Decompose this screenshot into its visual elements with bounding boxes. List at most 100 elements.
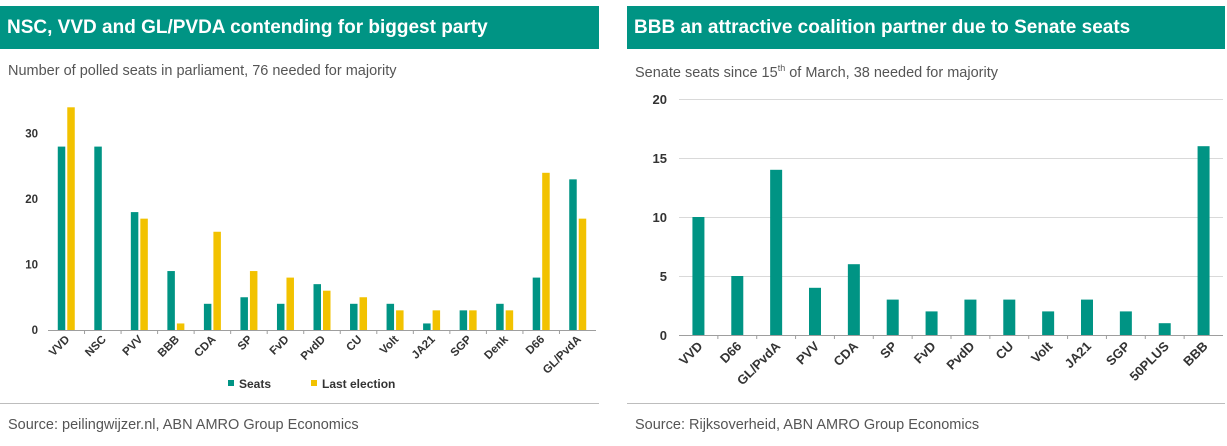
bar-last-election-cu <box>359 297 368 330</box>
bar-50plus <box>1158 323 1171 335</box>
x-tick-label: SP <box>877 338 900 361</box>
bar-seats-d66 <box>532 277 541 330</box>
x-tick-label: PvdD <box>299 334 328 363</box>
bar-seats-nsc <box>94 146 102 330</box>
x-tick-label: SGP <box>449 333 475 359</box>
subtitle-superscript: th <box>777 63 786 73</box>
bar-seats-sgp <box>459 310 468 330</box>
legend-label: Seats <box>239 377 271 391</box>
y-tick-label: 0 <box>660 328 667 343</box>
y-tick-label: 30 <box>25 129 38 141</box>
subtitle-text-post: of March, 38 needed for majority <box>785 64 998 81</box>
x-tick-label: JA21 <box>410 333 438 361</box>
x-tick-label: PVV <box>121 333 146 358</box>
bar-volt <box>1042 311 1055 335</box>
bar-last-election-pvv <box>140 218 148 330</box>
y-tick-label: 20 <box>653 92 667 107</box>
bar-vvd <box>692 217 705 335</box>
bar-seats-fvd <box>276 303 285 330</box>
bar-cda <box>847 264 860 335</box>
x-tick-label: PVV <box>793 338 822 367</box>
left-source-note: Source: peilingwijzer.nl, ABN AMRO Group… <box>8 417 359 433</box>
bar-last-election-gl-pvda <box>578 218 587 330</box>
right-chart-title: BBB an attractive coalition partner due … <box>627 6 1225 49</box>
bar-cu <box>1003 299 1016 335</box>
bar-fvd <box>925 311 938 335</box>
x-tick-label: D66 <box>524 334 547 357</box>
x-tick-label: VVD <box>676 339 706 369</box>
bar-bbb <box>1197 146 1210 335</box>
x-tick-label: 50PLUS <box>1126 338 1172 384</box>
x-tick-label: SGP <box>1103 338 1133 368</box>
legend-swatch-seats <box>228 380 234 386</box>
left-chart-subtitle: Number of polled seats in parliament, 76… <box>8 63 397 79</box>
y-tick-label: 20 <box>25 194 38 206</box>
x-tick-label: CU <box>993 339 1017 363</box>
left-source-divider <box>0 403 599 404</box>
bar-d66 <box>731 276 744 335</box>
bar-seats-pvdd <box>313 284 321 330</box>
bar-pvv <box>809 287 821 335</box>
right-source-note: Source: Rijksoverheid, ABN AMRO Group Ec… <box>635 417 980 433</box>
x-tick-label: D66 <box>717 339 744 366</box>
x-tick-label: GL/PvdA <box>734 338 784 388</box>
bar-seats-ja21 <box>423 323 431 330</box>
polled-seats-bar-chart: 0 10 20 30 VVD NSC PVV BBB CDA SP FvD PvdD CU Volt JA2… <box>25 107 596 391</box>
bar-last-election-pvdd <box>323 290 331 330</box>
bar-last-election-sp <box>249 271 258 330</box>
right-chart-subtitle: Senate seats since 15th of March, 38 nee… <box>635 63 998 81</box>
bar-seats-bbb <box>167 271 175 330</box>
x-tick-label: CU <box>344 334 364 354</box>
bar-gl-pvda <box>770 169 783 335</box>
bar-last-election-bbb <box>176 323 185 330</box>
x-tick-label: JA21 <box>1062 339 1095 372</box>
bar-last-election-fvd <box>286 277 294 330</box>
bar-sp <box>886 299 899 335</box>
y-tick-label: 15 <box>653 151 667 166</box>
x-tick-label: FvD <box>268 334 292 358</box>
legend-label: Last election <box>322 377 395 391</box>
bar-last-election-sgp <box>469 310 477 330</box>
bar-seats-cu <box>350 303 358 330</box>
x-tick-label: GL/PvdA <box>541 334 584 377</box>
right-source-divider <box>627 403 1225 404</box>
right-panel: BBB an attractive coalition partner due … <box>627 0 1225 446</box>
bar-ja21 <box>1081 299 1093 335</box>
y-tick-label: 0 <box>32 325 38 337</box>
bar-seats-gl-pvda <box>569 179 577 330</box>
bar-sgp <box>1119 311 1132 335</box>
bar-pvdd <box>964 299 977 335</box>
x-tick-label: CDA <box>192 334 218 360</box>
bar-seats-volt <box>386 303 395 330</box>
left-panel: NSC, VVD and GL/PVDA contending for bigg… <box>0 0 599 446</box>
x-tick-label: BBB <box>1180 339 1211 370</box>
bar-seats-cda <box>203 303 212 330</box>
bar-seats-pvv <box>130 212 139 330</box>
bar-seats-denk <box>496 303 504 330</box>
bar-last-election-d66 <box>542 172 550 330</box>
x-tick-label: FvD <box>911 339 939 367</box>
x-tick-label: BBB <box>156 334 182 360</box>
x-tick-label: PvdD <box>943 339 977 373</box>
x-tick-label: Volt <box>1028 338 1056 366</box>
x-tick-label: Denk <box>482 333 511 362</box>
x-tick-label: CDA <box>830 338 861 369</box>
left-chart-title: NSC, VVD and GL/PVDA contending for bigg… <box>0 6 599 49</box>
bar-last-election-vvd <box>67 107 75 330</box>
bar-seats-vvd <box>57 146 66 330</box>
bar-last-election-ja21 <box>432 310 441 330</box>
y-tick-label: 10 <box>653 210 667 225</box>
x-tick-label: SP <box>236 333 256 353</box>
bar-last-election-cda <box>213 231 221 330</box>
bar-last-election-volt <box>396 310 404 330</box>
subtitle-text-pre: Senate seats since 15 <box>635 64 778 81</box>
y-tick-label: 10 <box>25 260 38 272</box>
x-tick-label: NSC <box>83 334 109 360</box>
bar-seats-sp <box>240 297 248 330</box>
legend-swatch-last-election <box>311 380 317 386</box>
x-tick-label: Volt <box>378 334 401 357</box>
x-tick-label: VVD <box>47 334 72 359</box>
y-tick-label: 5 <box>660 269 667 284</box>
bar-last-election-denk <box>505 310 514 330</box>
